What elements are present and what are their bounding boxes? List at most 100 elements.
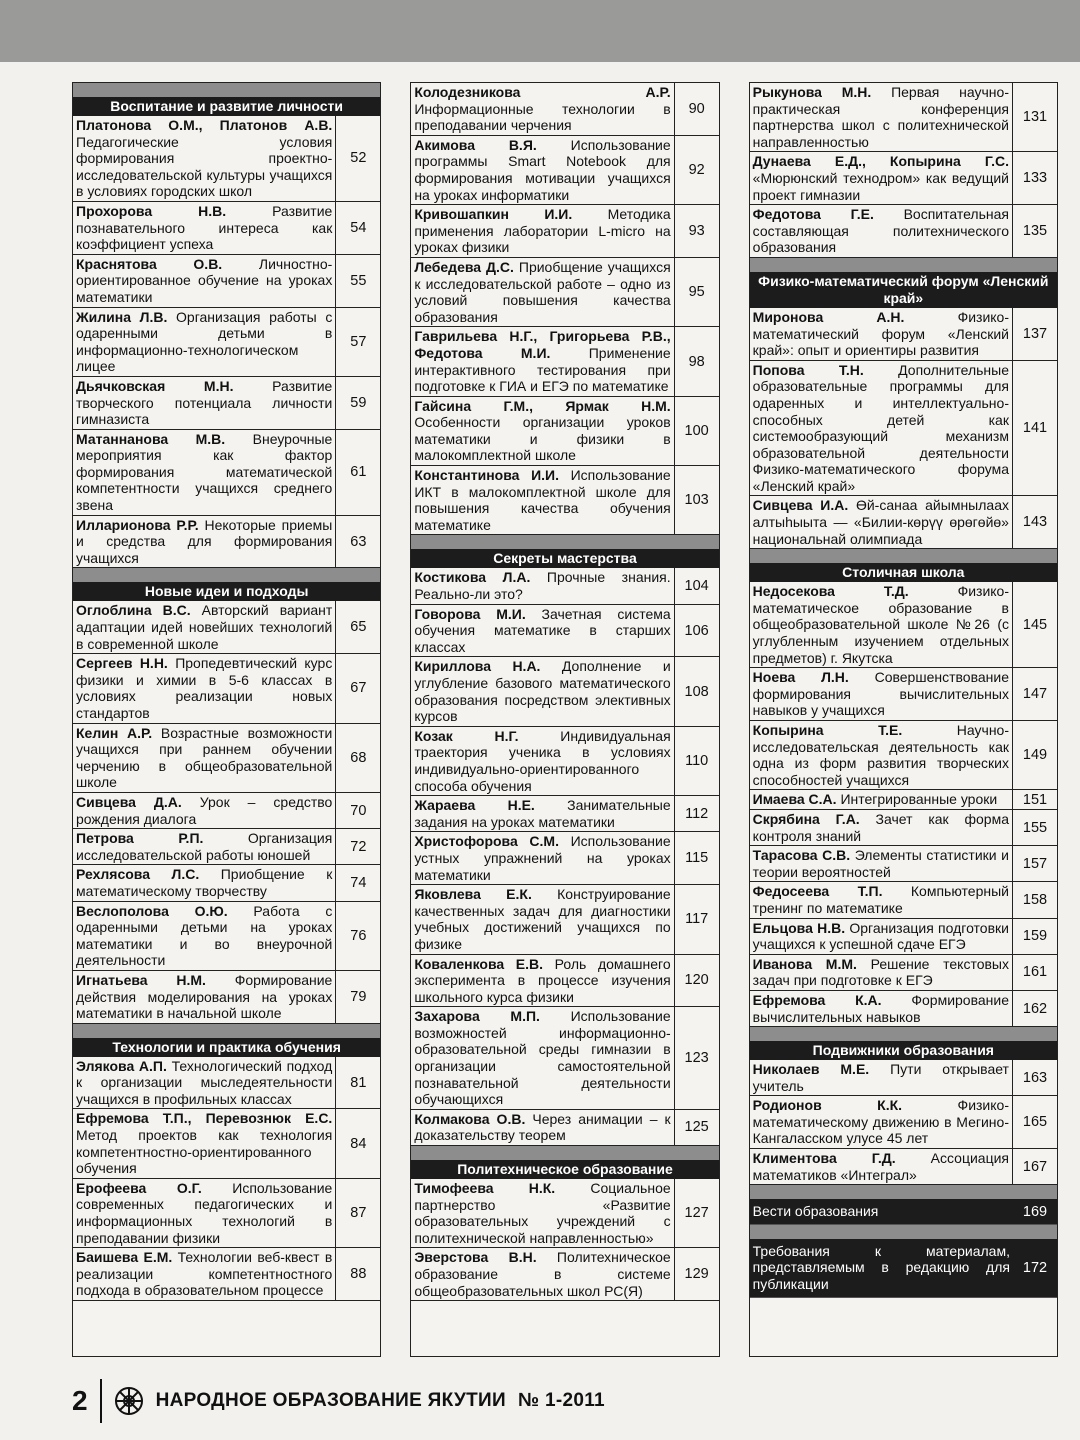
toc-entry: Иванова М.М. Решение текстовых задач при… bbox=[749, 954, 1057, 991]
entry-title: Некоторые приемы и средства для формиров… bbox=[76, 516, 333, 566]
toc-entry: Веслополова О.Ю. Работа с одаренными дет… bbox=[73, 901, 381, 971]
entry-author: Константинова И.И. bbox=[414, 467, 559, 484]
entry-author: Федотова Г.Е. bbox=[752, 206, 874, 223]
entry-page: 157 bbox=[1022, 855, 1048, 872]
entry-title: Использование ИКТ в малокомплектной школ… bbox=[414, 467, 671, 533]
entry-title: Использование программы Smart Notebook д… bbox=[414, 136, 671, 203]
entry-page: 65 bbox=[350, 619, 367, 636]
entry-text: Кириллова Н.А. Дополнение и углубление б… bbox=[411, 657, 675, 726]
entry-page: 133 bbox=[1022, 170, 1048, 187]
entry-title: Пути открывает учитель bbox=[752, 1061, 1009, 1094]
entry-author: Оглоблина В.С. bbox=[76, 602, 191, 619]
toc-entry: Константинова И.И. Использование ИКТ в м… bbox=[411, 466, 719, 536]
entry-page: 161 bbox=[1022, 964, 1048, 981]
entry-author: Ерофеева О.Г. bbox=[76, 1179, 202, 1196]
toc-entry: Ефремова К.А. Формирование вычислительны… bbox=[749, 990, 1057, 1028]
entry-text: Краснятова О.В. Личностно-ориентированно… bbox=[73, 254, 337, 307]
toc-entry: Тарасова С.В. Элементы статистики и теор… bbox=[749, 846, 1057, 883]
toc-entry: Колмакова О.В. Через анимации – к доказа… bbox=[411, 1109, 719, 1147]
entry-page: 108 bbox=[684, 683, 709, 700]
entry-title: Возрастные возможности учащихся при ранн… bbox=[76, 724, 333, 791]
entry-author: Матаннанова М.В. bbox=[76, 430, 226, 447]
toc-entry: Николаев М.Е. Пути открывает учитель 163 bbox=[749, 1060, 1057, 1097]
section-gap bbox=[749, 1224, 1057, 1239]
toc-entry: Родионов К.К. Физико-математическому дви… bbox=[749, 1096, 1057, 1150]
entry-page: 125 bbox=[684, 1119, 709, 1136]
entry-text: Сивцева Д.А. Урок – средство рождения ди… bbox=[73, 792, 337, 829]
entry-title: Пропедевтический курс физики и химии в 5… bbox=[76, 655, 333, 721]
entry-text: Козак Н.Г. Индивидуальная траектория уче… bbox=[411, 726, 675, 796]
entry-title: Компьютерный тренинг по математике bbox=[752, 883, 1009, 916]
toc-entry: Рыкунова М.Н. Первая научно-практическая… bbox=[749, 83, 1057, 153]
toc-entry: Илларионова Р.Р. Некоторые приемы и сред… bbox=[73, 515, 381, 569]
entry-title: Использование устных упражнений на урока… bbox=[414, 833, 671, 883]
entry-title: Приобщение к математическому творчеству bbox=[76, 866, 333, 899]
entry-title: Физико-математический форум «Ленский кра… bbox=[752, 308, 1009, 359]
section-title: Секреты мастерства bbox=[411, 549, 719, 569]
toc-entry: Сивцева И.А. Өй-санаа айымнылаах алтыһыы… bbox=[749, 496, 1057, 550]
toc-entry: Миронова А.Н. Физико-математический фору… bbox=[749, 307, 1057, 361]
entry-author: Баишева Е.М. bbox=[76, 1249, 173, 1266]
contents: Воспитание и развитие личности Платонова … bbox=[72, 82, 1058, 1357]
entry-author: Костикова Л.А. bbox=[414, 569, 531, 586]
entry-page: 104 bbox=[684, 578, 709, 595]
column-filler bbox=[411, 1301, 719, 1356]
toc-entry: Рехлясова Л.С. Приобщение к математическ… bbox=[73, 865, 381, 902]
entry-author: Игнатьева Н.М. bbox=[76, 971, 206, 988]
entry-text: Копырина Т.Е. Научно-исследовательская д… bbox=[750, 721, 1013, 790]
entry-page: 117 bbox=[685, 911, 709, 928]
entry-text: Гайсина Г.М., Ярмак Н.М. Особенности орг… bbox=[411, 396, 675, 466]
entry-page: 103 bbox=[684, 492, 709, 509]
entry-title: Занимательные задания на уроках математи… bbox=[414, 797, 671, 830]
entry-author: Жилина Л.В. bbox=[76, 308, 168, 325]
toc-column: Рыкунова М.Н. Первая научно-практическая… bbox=[748, 82, 1058, 1357]
entry-text: Рыкунова М.Н. Первая научно-практическая… bbox=[750, 83, 1013, 152]
entry-text: Илларионова Р.Р. Некоторые приемы и сред… bbox=[73, 515, 337, 568]
entry-text: Игнатьева Н.М. Формирование действия мод… bbox=[73, 970, 337, 1023]
entry-text: Тимофеева Н.К. Социальное партнерство «Р… bbox=[411, 1179, 675, 1248]
entry-page: 87 bbox=[350, 1205, 367, 1222]
entry-text: Петрова Р.П. Организация исследовательск… bbox=[73, 829, 337, 865]
entry-title: Интегрированные уроки bbox=[840, 791, 998, 808]
section-title: Политехническое образование bbox=[411, 1160, 719, 1180]
entry-title: Личностно-ориентированное обучение на ур… bbox=[76, 255, 333, 305]
entry-title: Применение интерактивного тестирования п… bbox=[414, 344, 671, 395]
entry-author: Келин А.Р. bbox=[76, 724, 153, 741]
entry-page: 95 bbox=[688, 284, 705, 301]
entry-text: Сергеев Н.Н. Пропедевтический курс физик… bbox=[73, 654, 337, 723]
section-gap bbox=[749, 1185, 1057, 1200]
entry-author: Веслополова О.Ю. bbox=[76, 902, 228, 919]
entry-title: Организация исследовательской работы юно… bbox=[76, 830, 333, 863]
toc-entry: Федотова Г.Е. Воспитательная составляюща… bbox=[749, 205, 1057, 258]
entry-author: Лебедева Д.С. bbox=[414, 258, 514, 275]
entry-title: Развитие познавательного интереса как ко… bbox=[76, 202, 333, 253]
entry-author: Недосекова Т.Д. bbox=[752, 583, 909, 600]
entry-page: 92 bbox=[688, 161, 705, 178]
entry-title: Индивидуальная траектория ученика в усло… bbox=[414, 727, 671, 794]
toc-entry: Оглоблина В.С. Авторский вариант адаптац… bbox=[73, 601, 381, 655]
entry-author: Говорова М.И. bbox=[414, 605, 526, 622]
section-title: Подвижники образования bbox=[749, 1041, 1057, 1061]
entry-author: Попова Т.Н. bbox=[752, 361, 864, 378]
entry-title: Физико-математическое образование в обще… bbox=[752, 583, 1009, 666]
entry-author: Климентова Г.Д. bbox=[752, 1150, 896, 1167]
entry-title: Развитие творческого потенциала личности… bbox=[76, 377, 333, 428]
entry-text: Ельцова Н.В. Организация подготовки учащ… bbox=[750, 918, 1013, 954]
section-title: Технологии и практика обучения bbox=[73, 1037, 381, 1057]
entry-page: 61 bbox=[350, 464, 367, 481]
entry-page: 93 bbox=[688, 223, 705, 240]
entry-title: Методика применения лаборатории L-micro … bbox=[414, 206, 671, 256]
toc-entry: Ельцова Н.В. Организация подготовки учащ… bbox=[749, 918, 1057, 955]
entry-author: Скрябина Г.А. bbox=[752, 810, 860, 827]
section-title: Столичная школа bbox=[749, 563, 1057, 583]
notice-page: 172 bbox=[1022, 1259, 1048, 1276]
entry-page: 149 bbox=[1022, 747, 1048, 764]
entry-author: Тимофеева Н.К. bbox=[414, 1180, 556, 1197]
toc-entry: Акимова В.Я. Использование программы Sma… bbox=[411, 135, 719, 206]
section-title: Воспитание и развитие личности bbox=[73, 97, 381, 116]
entry-title: Дополнительные образовательные программы… bbox=[752, 361, 1009, 494]
entry-text: Костикова Л.А. Прочные знания. Реально-л… bbox=[411, 568, 675, 604]
toc-entry: Петрова Р.П. Организация исследовательск… bbox=[73, 829, 381, 866]
toc-entry: Жилина Л.В. Организация работы с одаренн… bbox=[73, 307, 381, 377]
entry-page: 68 bbox=[350, 749, 367, 766]
